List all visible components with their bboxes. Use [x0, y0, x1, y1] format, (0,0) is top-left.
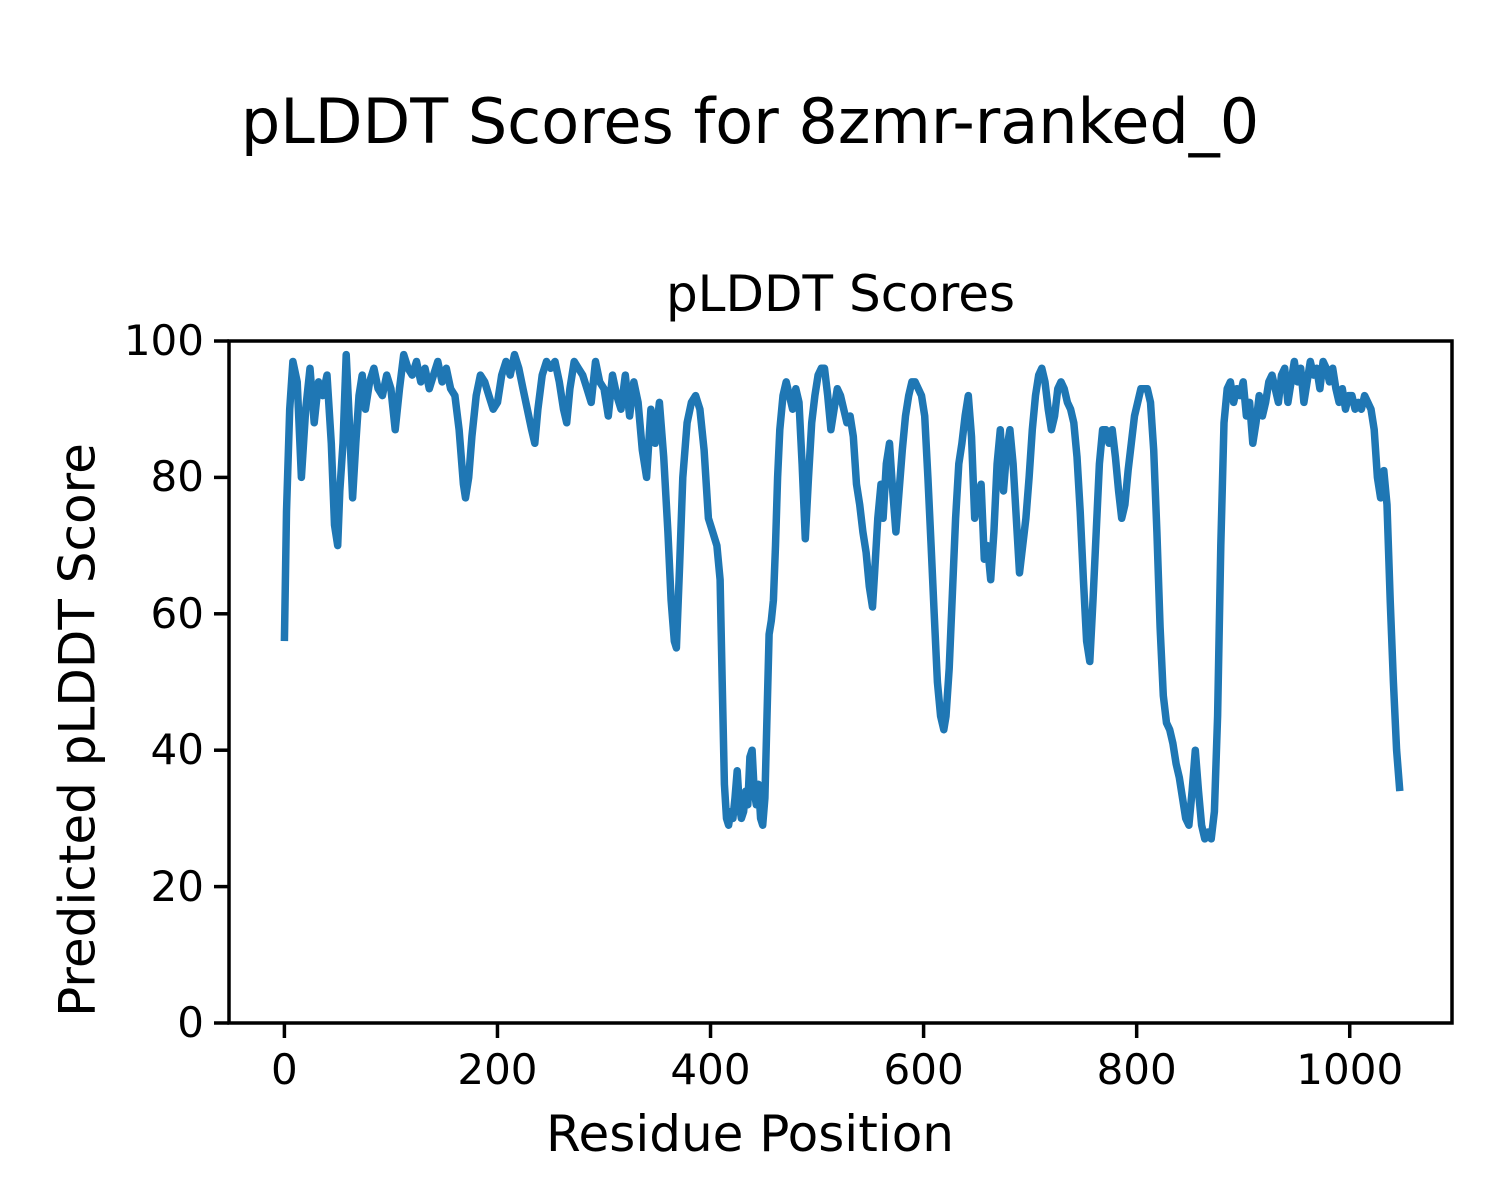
y-tick-label: 100 — [123, 316, 204, 365]
x-tick-label: 600 — [883, 1045, 964, 1094]
y-tick-label: 0 — [177, 998, 204, 1047]
y-axis-label: Predicted pLDDT Score — [48, 443, 107, 1017]
x-tick-label: 400 — [670, 1045, 751, 1094]
x-tick-label: 800 — [1096, 1045, 1177, 1094]
x-tick-label: 1000 — [1296, 1045, 1404, 1094]
figure-title: pLDDT Scores for 8zmr-ranked_0 — [240, 85, 1260, 158]
x-axis-label: Residue Position — [546, 1105, 954, 1163]
axes-frame — [227, 339, 1454, 1025]
x-tick-label: 0 — [271, 1045, 298, 1094]
y-tick-label: 80 — [150, 452, 204, 502]
x-tick-label: 200 — [457, 1045, 538, 1094]
plddt-line — [280, 350, 1404, 843]
y-tick-label: 60 — [150, 588, 204, 638]
y-tick-label: 40 — [150, 725, 204, 775]
axes-title: pLDDT Scores — [665, 265, 1016, 323]
y-tick-label: 20 — [150, 861, 204, 911]
